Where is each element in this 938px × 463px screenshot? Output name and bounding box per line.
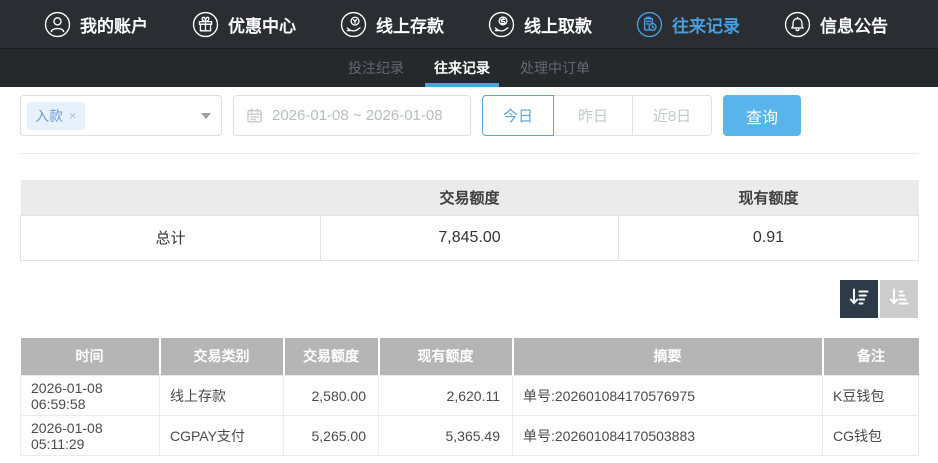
chevron-down-icon xyxy=(201,112,211,119)
deposit-coin-icon xyxy=(340,11,367,38)
cell-remark: CG钱包 xyxy=(822,415,919,456)
header-remark: 备注 xyxy=(822,337,919,376)
nav-label: 我的账户 xyxy=(80,16,148,36)
cell-summary: 单号:202601084170576975 xyxy=(512,375,823,416)
transaction-type-select[interactable]: 入款 × xyxy=(20,95,222,136)
today-button[interactable]: 今日 xyxy=(482,95,554,136)
nav-label: 线上取款 xyxy=(524,16,592,36)
sort-controls xyxy=(20,279,918,318)
cell-remark: K豆钱包 xyxy=(822,375,919,416)
cell-time: 2026-01-08 06:59:58 xyxy=(20,375,160,416)
tab-transaction-records[interactable]: 往来记录 xyxy=(425,49,499,87)
nav-label: 线上存款 xyxy=(376,16,444,36)
header-transaction-type: 交易类别 xyxy=(159,337,285,376)
top-navigation: 我的账户 优惠中心 线上存款 线上取款 往来记录 信息公告 xyxy=(0,0,938,48)
cell-transaction-type: CGPAY支付 xyxy=(159,415,284,456)
gift-icon xyxy=(192,11,219,38)
cell-current-balance: 5,365.49 xyxy=(378,415,513,456)
header-summary: 摘要 xyxy=(512,337,824,376)
nav-item-announcements[interactable]: 信息公告 xyxy=(784,11,888,38)
tab-pending-orders[interactable]: 处理中订单 xyxy=(518,49,592,87)
selected-type-tag: 入款 × xyxy=(27,101,85,130)
withdraw-coin-icon xyxy=(488,11,515,38)
cell-transaction-amount: 5,265.00 xyxy=(283,415,379,456)
user-icon xyxy=(44,11,71,38)
nav-item-online-withdraw[interactable]: 线上取款 xyxy=(488,11,592,38)
summary-table: 交易额度 现有额度 总计 7,845.00 0.91 xyxy=(20,180,919,261)
sort-ascending-button[interactable] xyxy=(880,279,918,318)
sub-navigation: 投注纪录 往来记录 处理中订单 xyxy=(0,48,938,87)
tag-label: 入款 xyxy=(35,107,63,124)
yesterday-button[interactable]: 昨日 xyxy=(554,95,633,136)
transactions-table: 时间 交易类别 交易额度 现有额度 摘要 备注 2026-01-08 06:59… xyxy=(20,337,919,456)
cell-transaction-amount: 2,580.00 xyxy=(283,375,379,416)
tag-close-icon[interactable]: × xyxy=(69,108,77,123)
summary-header-current-balance: 现有额度 xyxy=(618,180,919,215)
query-button[interactable]: 查询 xyxy=(723,95,801,136)
nav-label: 往来记录 xyxy=(672,16,740,36)
quick-date-buttons: 今日 昨日 近8日 xyxy=(482,95,712,136)
nav-item-promotions[interactable]: 优惠中心 xyxy=(192,11,296,38)
nav-item-my-account[interactable]: 我的账户 xyxy=(44,11,148,38)
summary-header-transaction-amount: 交易额度 xyxy=(320,180,619,215)
cell-time: 2026-01-08 05:11:29 xyxy=(20,415,160,456)
header-transaction-amount: 交易额度 xyxy=(283,337,380,376)
filter-bar: 入款 × 2026-01-08 ~ 2026-01-08 今日 昨日 近8日 查… xyxy=(20,95,918,136)
cell-summary: 单号:202601084170503883 xyxy=(512,415,823,456)
bell-icon xyxy=(784,11,811,38)
section-divider xyxy=(20,153,918,154)
nav-item-transaction-records[interactable]: 往来记录 xyxy=(636,11,740,38)
cell-current-balance: 2,620.11 xyxy=(378,375,513,416)
header-current-balance: 现有额度 xyxy=(378,337,514,376)
date-range-value: 2026-01-08 ~ 2026-01-08 xyxy=(272,107,443,124)
nav-label: 优惠中心 xyxy=(228,16,296,36)
tab-label: 往来记录 xyxy=(434,60,490,76)
summary-header-empty xyxy=(20,180,321,215)
calendar-icon xyxy=(246,107,263,124)
table-row: 2026-01-08 05:11:29 CGPAY支付 5,265.00 5,3… xyxy=(20,415,919,456)
date-range-input[interactable]: 2026-01-08 ~ 2026-01-08 xyxy=(233,95,471,136)
table-header-row: 时间 交易类别 交易额度 现有额度 摘要 备注 xyxy=(20,337,919,376)
tab-bet-records[interactable]: 投注纪录 xyxy=(346,49,406,87)
nav-label: 信息公告 xyxy=(820,16,888,36)
cell-transaction-type: 线上存款 xyxy=(159,375,284,416)
summary-current-balance: 0.91 xyxy=(618,214,919,261)
records-clipboard-icon xyxy=(636,11,663,38)
header-time: 时间 xyxy=(20,337,161,376)
nav-item-online-deposit[interactable]: 线上存款 xyxy=(340,11,444,38)
tab-label: 投注纪录 xyxy=(348,60,404,76)
last-8-days-button[interactable]: 近8日 xyxy=(633,95,712,136)
sort-ascending-icon xyxy=(887,285,911,312)
summary-header-row: 交易额度 现有额度 xyxy=(20,180,919,215)
summary-total-row: 总计 7,845.00 0.91 xyxy=(20,214,919,261)
summary-transaction-total: 7,845.00 xyxy=(320,214,619,261)
sort-descending-button[interactable] xyxy=(840,279,878,318)
tab-label: 处理中订单 xyxy=(520,60,590,76)
sort-descending-icon xyxy=(847,285,871,312)
table-row: 2026-01-08 06:59:58 线上存款 2,580.00 2,620.… xyxy=(20,375,919,416)
summary-total-label: 总计 xyxy=(20,214,321,261)
